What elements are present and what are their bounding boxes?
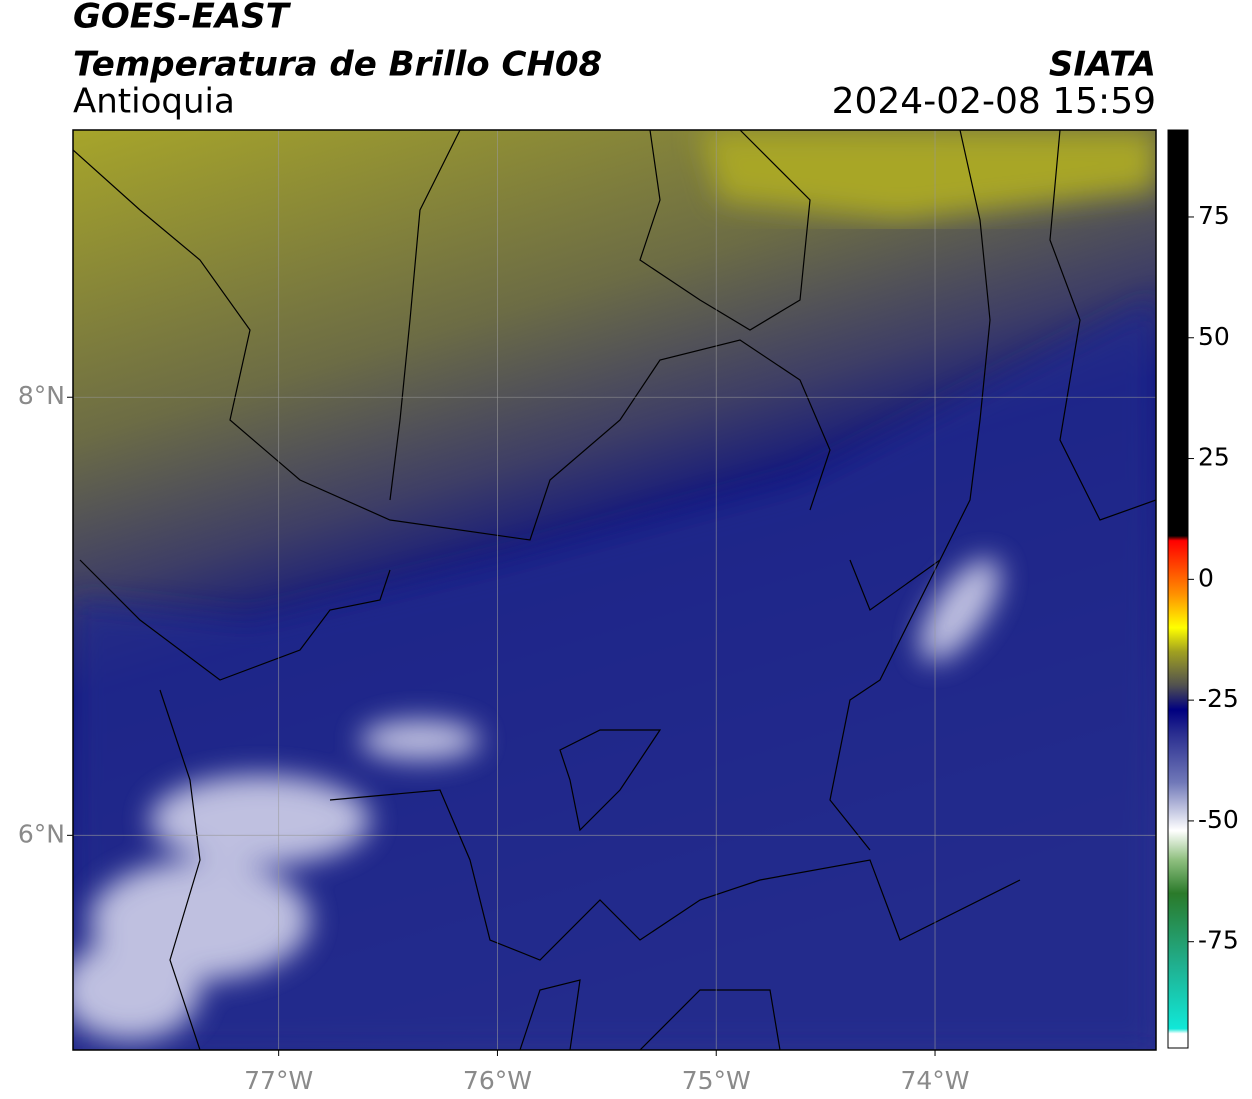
borders	[73, 130, 1156, 1050]
x-tick-label: 75°W	[682, 1066, 751, 1095]
datetime: 2024-02-08 15:59	[832, 81, 1156, 122]
region: Antioquia	[73, 82, 235, 122]
grid	[73, 130, 1156, 1050]
map-frame	[72, 129, 1157, 1051]
colorbar-label: 0	[1198, 563, 1214, 592]
colorbar-label: -25	[1198, 684, 1239, 713]
x-tick-label: 77°W	[244, 1066, 313, 1095]
satellite-image	[73, 130, 1156, 1050]
x-tick-label: 76°W	[463, 1066, 532, 1095]
colorbar-label: -75	[1198, 926, 1239, 955]
source: SIATA	[1049, 45, 1156, 85]
colorbar-label: 50	[1198, 322, 1230, 351]
title: GOES-EAST	[73, 0, 292, 37]
x-tick-label: 74°W	[901, 1066, 970, 1095]
colorbar	[1167, 129, 1189, 1049]
colorbar-label: 25	[1198, 443, 1230, 472]
y-tick-label: 6°N	[18, 819, 65, 848]
colorbar-label: 75	[1198, 201, 1230, 230]
y-tick-label: 8°N	[18, 381, 65, 410]
subtitle: Temperatura de Brillo CH08	[73, 45, 602, 85]
colorbar-label: -50	[1198, 805, 1239, 834]
